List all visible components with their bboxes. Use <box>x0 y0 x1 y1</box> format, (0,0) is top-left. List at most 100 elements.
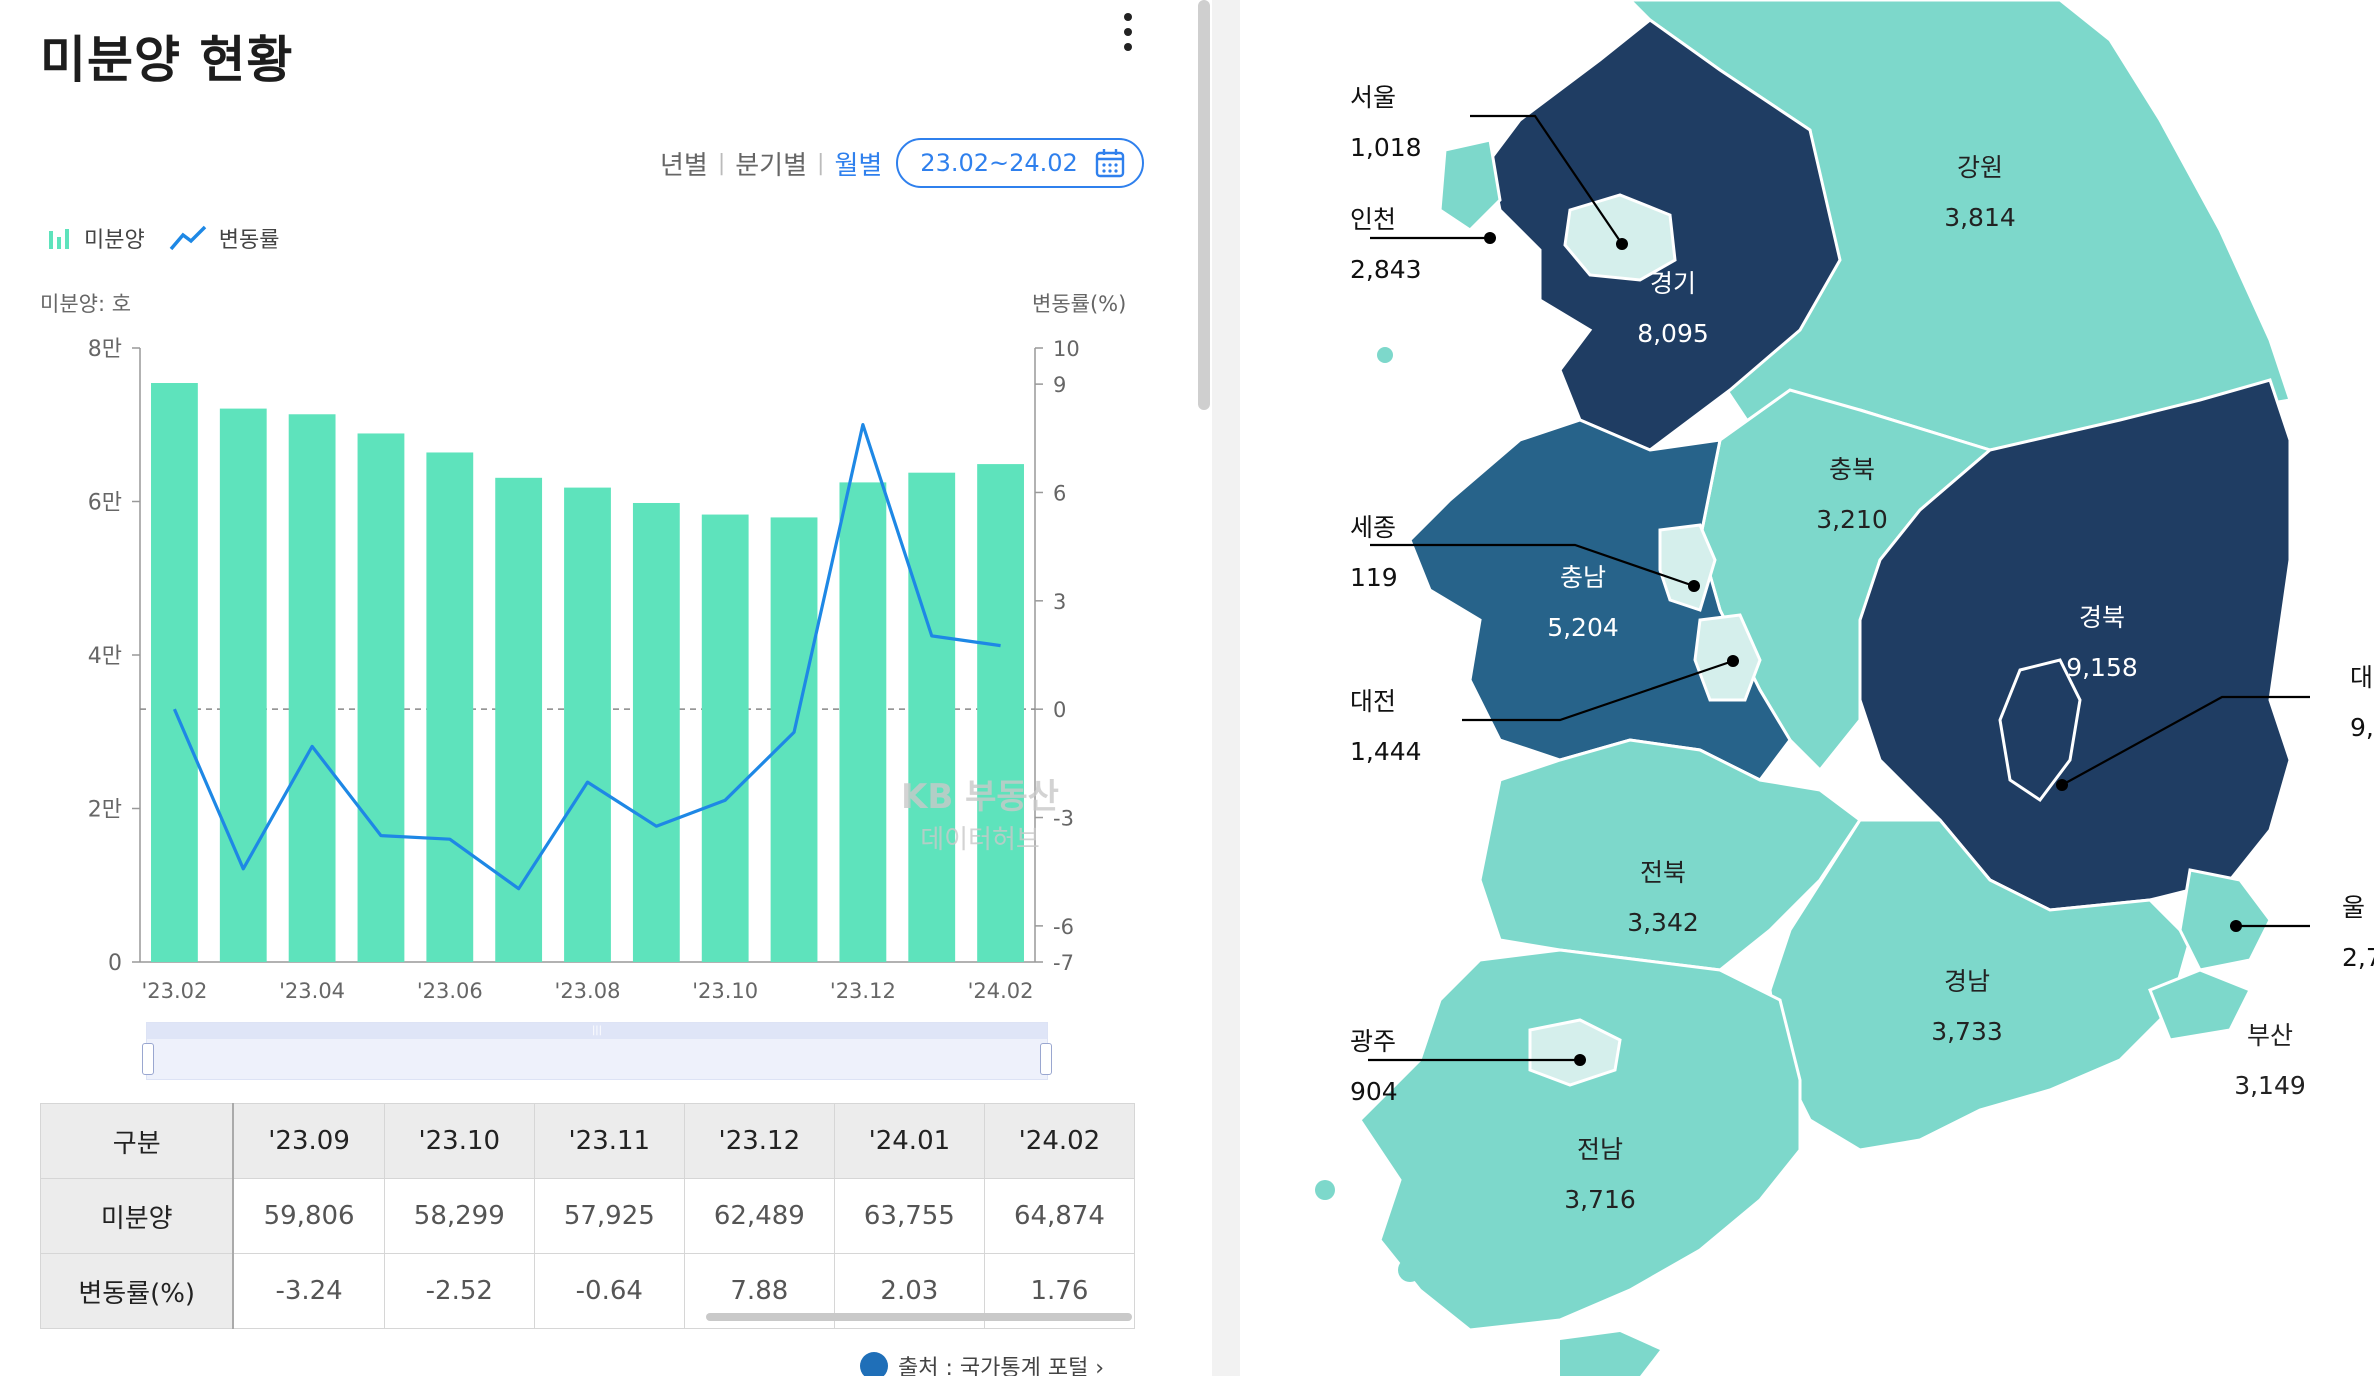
region-name: 부산 <box>2247 1021 2293 1050</box>
table-header-cell: '24.02 <box>983 1103 1136 1179</box>
bar <box>564 487 611 962</box>
table-header-cell: '23.10 <box>383 1103 535 1179</box>
bar <box>288 414 336 962</box>
tab-monthly[interactable]: 월별 <box>834 150 883 181</box>
scroller-band[interactable] <box>147 1023 1047 1039</box>
side-label-value: 1,018 <box>1350 133 1422 162</box>
bar <box>632 502 680 962</box>
bar <box>770 517 818 962</box>
scroller-right-handle[interactable] <box>1040 1043 1052 1075</box>
bar <box>908 472 956 962</box>
region-gwangju[interactable] <box>1528 1018 1622 1087</box>
bar-series <box>151 383 1024 963</box>
calendar-icon <box>1095 149 1125 178</box>
legend-item-change-rate[interactable]: 변동률 <box>169 222 280 254</box>
bar <box>357 433 405 962</box>
page-title: 미분양 현황 <box>40 31 294 89</box>
table-row: 미분양 59,806 58,299 57,925 62,489 63,755 6… <box>40 1178 1136 1254</box>
side-label-value: 1,444 <box>1350 737 1422 766</box>
region-jeonnam[interactable] <box>1358 948 1802 1332</box>
side-label-value: 119 <box>1350 563 1398 592</box>
side-label-name: 인천 <box>1350 205 1396 234</box>
region-value: 5,204 <box>1547 613 1619 642</box>
bar <box>426 452 474 962</box>
table-cell: -3.24 <box>232 1253 385 1329</box>
legend-item-unsold[interactable]: 미분양 <box>46 222 145 254</box>
unsold-chart: 0 2만 4만 6만 8만 -7 -6 -3 0 3 6 9 10 '23.02 '23.04 '23.06 '… <box>88 337 1080 1003</box>
table-header-cell: 구분 <box>40 1103 235 1179</box>
table-cell: 59,806 <box>232 1178 385 1254</box>
island <box>1377 347 1393 363</box>
region-value: 3,149 <box>2234 1071 2306 1100</box>
table-row-label: 미분양 <box>40 1178 235 1254</box>
bar <box>977 464 1024 962</box>
side-label-name: 세종 <box>1350 513 1396 542</box>
tick-labels: 0 2만 4만 6만 8만 -7 -6 -3 0 3 6 9 10 '23.02 '23.04 '23.06 '… <box>88 337 1080 1003</box>
side-label-name: 대전 <box>1350 687 1396 716</box>
tab-yearly[interactable]: 년별 <box>660 150 708 181</box>
region-name: 충남 <box>1560 563 1606 592</box>
region-value: 3,733 <box>1931 1017 2003 1046</box>
data-table: 구분 '23.09 '23.10 '23.11 '23.12 '24.01 '2… <box>40 1103 1136 1329</box>
source-link[interactable]: 출처 : 국가통계 포털 › <box>860 1350 1104 1376</box>
date-range-button[interactable]: 23.02~24.02 <box>896 138 1144 188</box>
panel-scrollbar[interactable] <box>1198 0 1210 410</box>
table-header-cell: '24.01 <box>833 1103 985 1179</box>
table-row-label: 변동률(%) <box>40 1253 235 1329</box>
region-incheon[interactable] <box>1438 138 1502 232</box>
left-tick-label: 6만 <box>88 491 122 516</box>
bar <box>701 514 749 962</box>
scroller-left-handle[interactable] <box>142 1043 154 1075</box>
line-series <box>172 422 1001 891</box>
date-range-label: 23.02~24.02 <box>920 149 1078 177</box>
watermark-line2: 데이터허브 <box>920 825 1040 855</box>
table-cell: 62,489 <box>683 1178 835 1254</box>
region-value: 3,210 <box>1816 505 1888 534</box>
island <box>1315 1180 1335 1200</box>
right-axis-unit: 변동률(%) <box>1032 292 1127 316</box>
x-tick-label: '23.12 <box>830 979 896 1003</box>
region-name: 충북 <box>1829 455 1875 484</box>
korea-region-map: 강원 3,814 경기 8,095 충북 3,210 충남 5,204 경북 9… <box>1315 0 2374 1376</box>
chart-range-scroller[interactable]: ||| <box>142 1022 1052 1080</box>
table-horizontal-scrollbar[interactable] <box>706 1313 1132 1321</box>
region-jeonbuk[interactable] <box>1478 738 1863 972</box>
legend-label-unsold: 미분양 <box>84 228 145 253</box>
table-cell: 63,755 <box>833 1178 985 1254</box>
side-label-value: 904 <box>1350 1077 1398 1106</box>
period-selector: 년별 | 분기별 | 월별 23.02~24.02 <box>660 138 1144 188</box>
right-tick-label: 9 <box>1053 373 1066 397</box>
region-ulsan[interactable] <box>2178 868 2272 972</box>
panel-divider <box>1212 0 1240 1376</box>
region-busan[interactable] <box>2148 968 2253 1042</box>
table-header-cell: '23.12 <box>683 1103 835 1179</box>
side-label-value: 2,7 <box>2342 943 2374 972</box>
more-options-icon[interactable] <box>1108 8 1148 56</box>
left-tick-label: 8만 <box>88 337 122 362</box>
chart-legend: 미분양 변동률 <box>46 222 289 254</box>
side-label-name: 광주 <box>1350 1027 1396 1056</box>
region-sejong[interactable] <box>1658 523 1717 612</box>
source-text: 출처 : 국가통계 포털 › <box>898 1356 1105 1376</box>
bar <box>839 482 887 962</box>
scroller-grip-icon[interactable]: ||| <box>591 1025 603 1036</box>
x-tick-label: '24.02 <box>968 979 1034 1003</box>
tab-quarterly[interactable]: 분기별 <box>735 150 808 181</box>
right-tick-label: 3 <box>1053 590 1066 614</box>
watermark-line1: KB 부동산 <box>901 777 1059 817</box>
x-tick-label: '23.06 <box>417 979 483 1003</box>
region-seoul[interactable] <box>1563 193 1677 282</box>
bar <box>495 477 543 962</box>
line-chart-icon <box>169 225 206 251</box>
separator: | <box>817 150 825 176</box>
unsold-status-panel: 미분양 현황 년별 | 분기별 | 월별 23.02~24.02 <box>40 8 1148 1376</box>
region-value: 9,158 <box>2066 653 2138 682</box>
legend-label-change-rate: 변동률 <box>218 228 280 253</box>
bar <box>151 383 198 963</box>
table-cell: 64,874 <box>983 1178 1136 1254</box>
region-daejeon[interactable] <box>1693 613 1762 702</box>
table-header-cell: '23.09 <box>232 1103 385 1179</box>
side-label-value: 2,843 <box>1350 255 1422 284</box>
region-name: 전남 <box>1577 1135 1623 1164</box>
